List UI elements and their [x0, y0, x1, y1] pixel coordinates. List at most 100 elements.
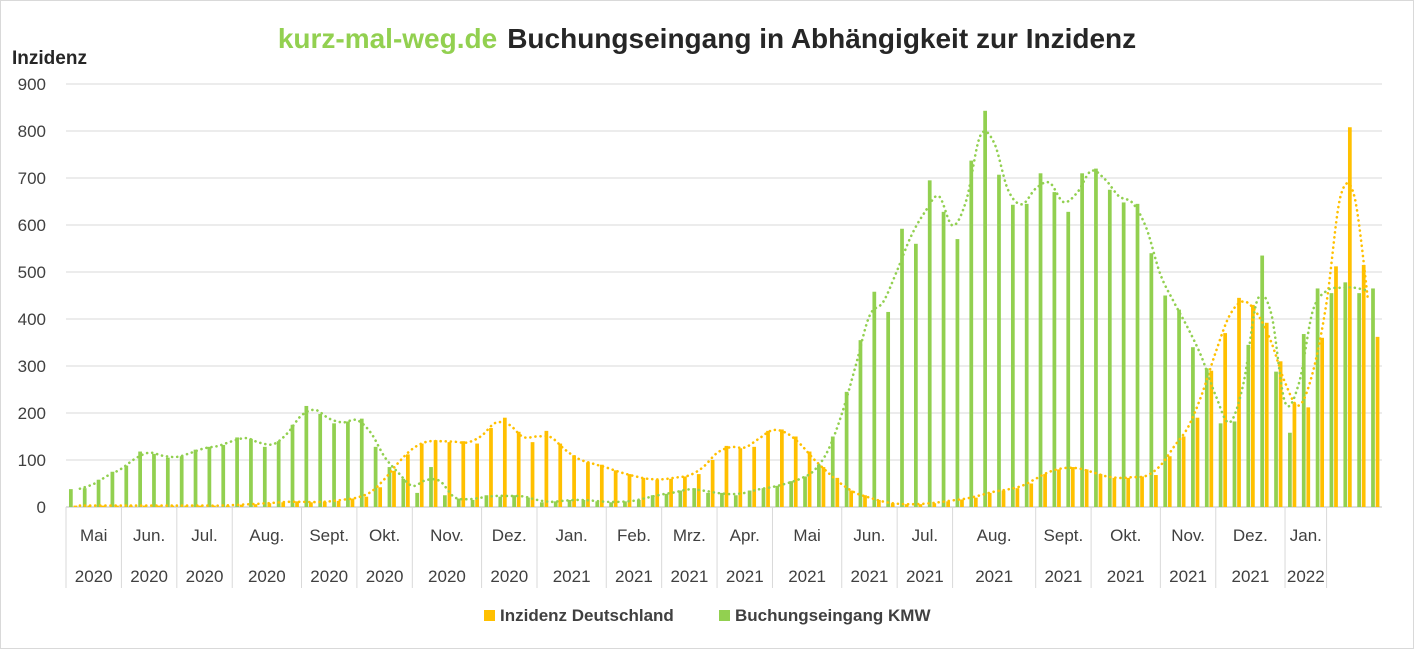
- bar-inzidenz: [724, 445, 729, 507]
- x-axis: Mai 2020 Jun. 2020 Jul. 2020 Aug. 2020 Sept. 2020…: [65, 507, 1328, 588]
- x-tick-month: Nov.: [430, 526, 464, 545]
- bar-buchungseingang: [1329, 293, 1334, 507]
- bar-buchungseingang: [969, 160, 974, 508]
- bar-buchungseingang: [1288, 432, 1292, 507]
- bar-inzidenz: [876, 499, 881, 507]
- bar-inzidenz: [863, 495, 867, 507]
- bar-buchungseingang: [96, 479, 101, 507]
- bar-inzidenz: [1029, 483, 1034, 507]
- y-axis-ticks: 0 100 200 300 400 500 600 700 800 900: [18, 75, 46, 517]
- legend-swatch-buchungseingang: [719, 610, 730, 621]
- bar-buchungseingang: [1080, 173, 1084, 508]
- bar-inzidenz: [309, 502, 313, 507]
- bar-inzidenz: [1112, 477, 1117, 507]
- x-tick-year: 2021: [1044, 567, 1082, 586]
- bar-inzidenz: [558, 443, 563, 507]
- x-tick-month: Aug.: [977, 526, 1012, 545]
- x-tick-year: 2021: [553, 567, 591, 586]
- bar-buchungseingang: [165, 457, 170, 507]
- bar-buchungseingang: [872, 291, 877, 507]
- bar-buchungseingang: [900, 228, 904, 507]
- y-tick-label: 200: [18, 404, 46, 423]
- bar-buchungseingang: [512, 495, 517, 507]
- bar-inzidenz: [1278, 361, 1283, 507]
- bar-inzidenz: [475, 443, 479, 507]
- bar-buchungseingang: [304, 405, 309, 507]
- bar-inzidenz: [627, 474, 632, 507]
- legend-label-buchungseingang: Buchungseingang KMW: [735, 606, 931, 625]
- bar-inzidenz: [973, 497, 978, 507]
- bar-buchungseingang: [207, 446, 212, 507]
- x-tick-month: Nov.: [1171, 526, 1205, 545]
- bar-inzidenz: [821, 467, 826, 507]
- bar-buchungseingang: [124, 465, 129, 507]
- bar-buchungseingang: [567, 499, 572, 507]
- bar-inzidenz: [1084, 469, 1089, 507]
- bar-buchungseingang: [332, 423, 336, 507]
- y-tick-label: 0: [37, 498, 46, 517]
- bar-buchungseingang: [955, 239, 960, 507]
- bar-buchungseingang: [664, 493, 669, 507]
- bar-buchungseingang: [858, 340, 863, 507]
- bar-buchungseingang: [1135, 203, 1140, 507]
- x-tick-year: 2020: [248, 567, 286, 586]
- bar-inzidenz: [960, 499, 964, 507]
- bar-inzidenz: [613, 470, 618, 507]
- bar-inzidenz: [198, 505, 202, 507]
- bar-inzidenz: [1347, 127, 1352, 508]
- x-tick-month: Jul.: [191, 526, 217, 545]
- bar-inzidenz: [599, 464, 604, 507]
- bar-inzidenz: [142, 505, 147, 507]
- bar-inzidenz: [572, 455, 576, 507]
- bar-buchungseingang: [747, 490, 752, 507]
- bar-inzidenz: [641, 477, 646, 507]
- bar-inzidenz: [1251, 304, 1255, 507]
- bar-buchungseingang: [1218, 423, 1223, 507]
- bar-inzidenz: [447, 442, 452, 507]
- bar-buchungseingang: [1357, 293, 1362, 507]
- bar-buchungseingang: [636, 499, 641, 507]
- bar-buchungseingang: [941, 211, 946, 507]
- bar-buchungseingang: [1066, 211, 1071, 507]
- bar-buchungseingang: [623, 501, 627, 507]
- x-tick-month: Okt.: [369, 526, 400, 545]
- x-tick-month: Dez.: [492, 526, 527, 545]
- bar-buchungseingang: [415, 492, 420, 507]
- bar-inzidenz: [1223, 333, 1228, 507]
- trend-inzidenz: [78, 181, 1370, 507]
- bar-inzidenz: [918, 504, 923, 507]
- bar-buchungseingang: [650, 495, 655, 507]
- bar-inzidenz: [461, 441, 466, 507]
- bar-buchungseingang: [276, 441, 281, 507]
- bar-buchungseingang: [803, 476, 807, 507]
- bar-buchungseingang: [914, 243, 918, 508]
- bar-buchungseingang: [1010, 204, 1015, 508]
- bar-inzidenz: [281, 502, 286, 507]
- x-tick-year: 2021: [1107, 567, 1145, 586]
- bar-buchungseingang: [235, 437, 239, 507]
- bar-buchungseingang: [595, 501, 600, 507]
- bar-inzidenz: [1057, 469, 1061, 507]
- bar-inzidenz: [295, 501, 299, 507]
- bar-inzidenz: [1098, 474, 1103, 507]
- bar-buchungseingang: [1315, 288, 1320, 507]
- x-tick-year: 2020: [428, 567, 466, 586]
- bar-inzidenz: [890, 503, 895, 507]
- bar-buchungseingang: [706, 492, 710, 507]
- y-tick-label: 600: [18, 216, 46, 235]
- x-tick-year: 2021: [1231, 567, 1269, 586]
- bar-buchungseingang: [82, 488, 87, 507]
- x-tick-year: 2021: [975, 567, 1013, 586]
- bar-buchungseingang: [1107, 189, 1112, 507]
- bar-buchungseingang: [1343, 282, 1348, 507]
- bar-buchungseingang: [498, 496, 503, 507]
- bar-inzidenz: [752, 446, 757, 507]
- bar-buchungseingang: [581, 499, 586, 507]
- x-tick-month: Sept.: [309, 526, 349, 545]
- y-tick-label: 400: [18, 310, 46, 329]
- bar-buchungseingang: [844, 391, 849, 507]
- chart-title: kurz-mal-weg.de Buchungseingang in Abhäng…: [278, 23, 1136, 54]
- bar-inzidenz: [586, 462, 590, 507]
- x-tick-month: Sept.: [1044, 526, 1084, 545]
- bar-buchungseingang: [401, 478, 406, 507]
